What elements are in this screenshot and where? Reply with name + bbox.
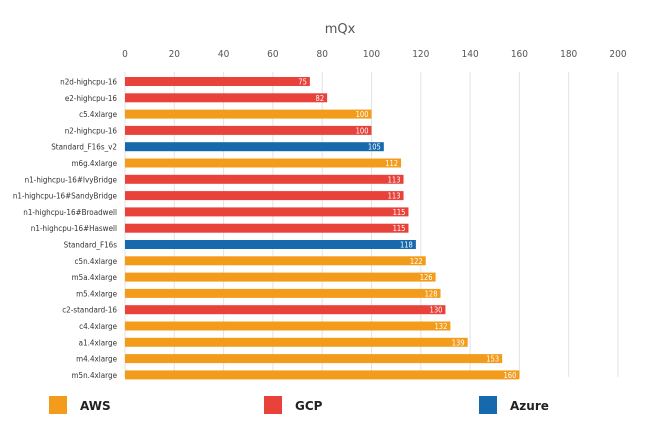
x-tick-label: 120 <box>412 49 429 60</box>
category-label: n1-highcpu-16#Broadwell <box>23 208 117 217</box>
value-label: 112 <box>385 159 398 168</box>
bar <box>125 256 426 266</box>
value-label: 100 <box>356 126 369 135</box>
category-label: c5n.4xlarge <box>75 257 118 266</box>
category-label: Standard_F16s <box>64 241 118 250</box>
category-label: n1-highcpu-16#Haswell <box>31 224 117 233</box>
bar <box>125 77 310 86</box>
legend-label: GCP <box>295 399 323 413</box>
bar <box>125 272 436 282</box>
legend-swatch <box>479 396 497 414</box>
bar <box>125 240 416 249</box>
category-label: m5a.4xlarge <box>72 273 118 282</box>
bar <box>125 337 468 347</box>
legend-swatch <box>264 396 282 414</box>
value-label: 126 <box>420 273 433 282</box>
value-label: 153 <box>486 355 499 364</box>
bar <box>125 93 328 103</box>
x-tick-label: 100 <box>363 49 380 60</box>
bar <box>125 142 384 152</box>
bar <box>125 288 441 298</box>
bar <box>125 223 409 233</box>
value-label: 130 <box>430 306 443 315</box>
value-label: 115 <box>393 208 406 217</box>
category-label: m6g.4xlarge <box>71 159 117 168</box>
value-label: 113 <box>388 192 401 201</box>
x-tick-label: 20 <box>169 49 181 60</box>
value-label: 82 <box>316 94 325 103</box>
bar <box>125 174 404 184</box>
category-label: c5.4xlarge <box>79 110 117 119</box>
bar <box>125 191 404 201</box>
category-label: n1-highcpu-16#SandyBridge <box>13 192 118 201</box>
value-label: 160 <box>504 371 517 380</box>
x-tick-label: 0 <box>122 49 128 60</box>
bar <box>125 125 372 135</box>
value-label: 105 <box>368 143 381 152</box>
category-label: a1.4xlarge <box>79 338 118 347</box>
value-label: 128 <box>425 289 438 298</box>
value-label: 132 <box>434 322 447 331</box>
category-label: e2-highcpu-16 <box>65 94 118 103</box>
x-tick-label: 60 <box>267 49 279 60</box>
bar <box>125 207 409 217</box>
category-label: Standard_F16s_v2 <box>51 143 117 152</box>
x-tick-label: 40 <box>218 49 230 60</box>
bar <box>125 109 372 119</box>
bar <box>125 354 503 364</box>
category-label: n2-highcpu-16 <box>65 126 118 135</box>
x-tick-label: 200 <box>609 49 626 60</box>
x-tick-label: 180 <box>560 49 577 60</box>
bar <box>125 370 520 380</box>
value-label: 139 <box>452 338 465 347</box>
value-label: 75 <box>298 78 307 87</box>
axis-title: mQx <box>325 22 356 37</box>
value-label: 100 <box>356 110 369 119</box>
legend-label: Azure <box>510 399 549 413</box>
value-label: 122 <box>410 257 423 266</box>
bar <box>125 158 402 168</box>
value-label: 115 <box>393 224 406 233</box>
x-tick-label: 140 <box>462 49 479 60</box>
legend-label: AWS <box>80 399 111 413</box>
category-label: n2d-highcpu-16 <box>60 78 117 87</box>
category-label: m5.4xlarge <box>76 289 118 298</box>
value-label: 113 <box>388 175 401 184</box>
category-label: n1-highcpu-16#IvyBridge <box>25 175 118 184</box>
value-label: 118 <box>400 241 413 250</box>
category-label: c2-standard-16 <box>62 306 117 315</box>
x-tick-label: 80 <box>316 49 328 60</box>
category-label: m4.4xlarge <box>76 355 118 364</box>
legend-swatch <box>49 396 67 414</box>
x-tick-label: 160 <box>511 49 528 60</box>
bar <box>125 305 446 315</box>
category-label: c4.4xlarge <box>79 322 117 331</box>
category-label: m5n.4xlarge <box>72 371 118 380</box>
bar <box>125 321 451 331</box>
